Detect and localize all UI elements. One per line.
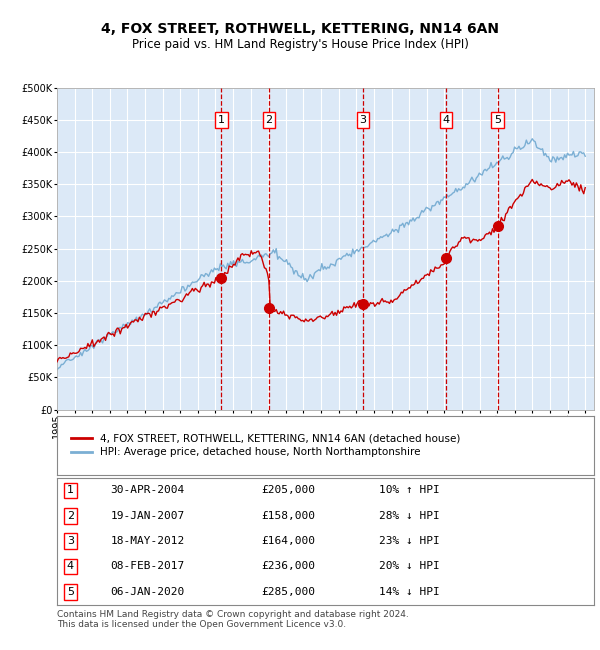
Text: 28% ↓ HPI: 28% ↓ HPI (379, 511, 440, 521)
Text: 10% ↑ HPI: 10% ↑ HPI (379, 486, 440, 495)
Text: 14% ↓ HPI: 14% ↓ HPI (379, 587, 440, 597)
Text: 1: 1 (67, 486, 74, 495)
Text: 4, FOX STREET, ROTHWELL, KETTERING, NN14 6AN: 4, FOX STREET, ROTHWELL, KETTERING, NN14… (101, 22, 499, 36)
Text: £158,000: £158,000 (261, 511, 315, 521)
Text: 30-APR-2004: 30-APR-2004 (111, 486, 185, 495)
Text: 18-MAY-2012: 18-MAY-2012 (111, 536, 185, 546)
Text: £164,000: £164,000 (261, 536, 315, 546)
Text: £285,000: £285,000 (261, 587, 315, 597)
Text: 5: 5 (67, 587, 74, 597)
Text: £205,000: £205,000 (261, 486, 315, 495)
Text: 3: 3 (67, 536, 74, 546)
Text: 08-FEB-2017: 08-FEB-2017 (111, 562, 185, 571)
Text: 3: 3 (359, 115, 367, 125)
Legend: 4, FOX STREET, ROTHWELL, KETTERING, NN14 6AN (detached house), HPI: Average pric: 4, FOX STREET, ROTHWELL, KETTERING, NN14… (68, 430, 463, 460)
Text: 19-JAN-2007: 19-JAN-2007 (111, 511, 185, 521)
Text: 2: 2 (67, 511, 74, 521)
Text: 4: 4 (67, 562, 74, 571)
Text: £236,000: £236,000 (261, 562, 315, 571)
Text: 4: 4 (443, 115, 449, 125)
Text: 2: 2 (266, 115, 273, 125)
Text: 5: 5 (494, 115, 501, 125)
Text: 06-JAN-2020: 06-JAN-2020 (111, 587, 185, 597)
Text: 20% ↓ HPI: 20% ↓ HPI (379, 562, 440, 571)
Text: 23% ↓ HPI: 23% ↓ HPI (379, 536, 440, 546)
Text: 1: 1 (218, 115, 225, 125)
Text: Contains HM Land Registry data © Crown copyright and database right 2024.
This d: Contains HM Land Registry data © Crown c… (57, 610, 409, 629)
Text: Price paid vs. HM Land Registry's House Price Index (HPI): Price paid vs. HM Land Registry's House … (131, 38, 469, 51)
